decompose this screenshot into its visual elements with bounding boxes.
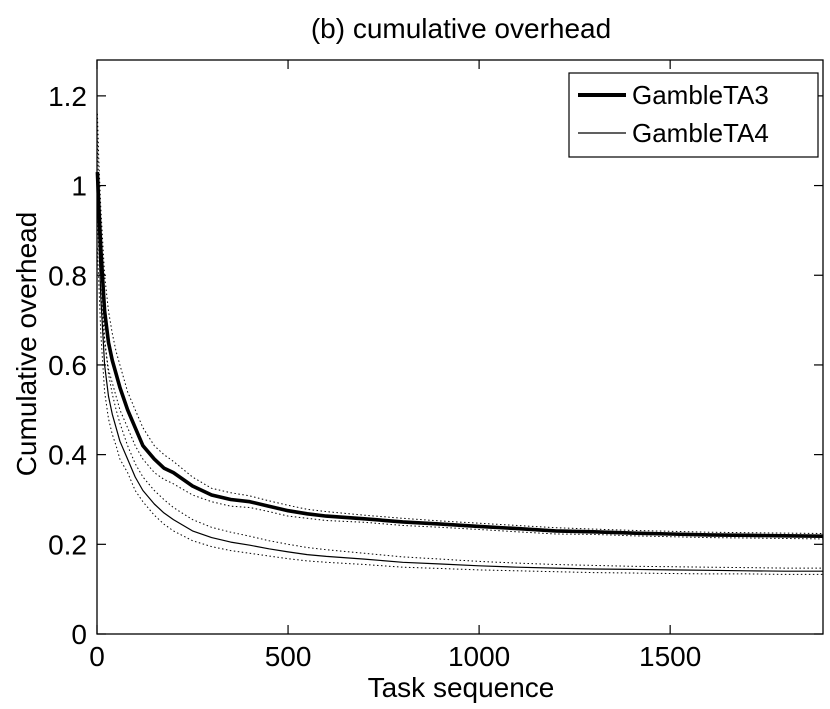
series-gambleta4-band-lower (96, 248, 823, 575)
legend-label-gambleta4: GambleTA4 (632, 118, 769, 148)
series-line-gambleta4 (96, 194, 823, 572)
legend-box (568, 72, 819, 158)
series-gambleta4-band-upper (96, 140, 823, 569)
chart-title: (b) cumulative overhead (311, 13, 611, 44)
y-tick-label: 0.2 (48, 529, 87, 560)
x-tick-label: 1500 (639, 641, 701, 672)
x-tick-label: 1000 (448, 641, 510, 672)
y-tick-label: 1.2 (48, 81, 87, 112)
legend-label-gambleta3: GambleTA3 (632, 80, 769, 110)
y-axis-title: Cumulative overhead (11, 212, 42, 477)
y-tick-label: 0.4 (48, 440, 87, 471)
axis-ticks (96, 60, 823, 635)
x-tick-label: 0 (89, 641, 105, 672)
x-tick-label: 500 (265, 641, 312, 672)
axis-tick-labels: 0 500 1000 1500 0 0.2 0.4 0.6 0.8 1 1.2 (48, 81, 701, 672)
y-tick-label: 1 (71, 171, 87, 202)
series-gambleta3-band-upper (96, 113, 824, 534)
series-line-gambleta3 (95, 172, 824, 538)
series-gambleta3-band-lower (96, 221, 824, 540)
y-tick-label: 0.6 (48, 350, 87, 381)
series-lines (95, 172, 824, 572)
plot-frame (96, 59, 824, 635)
confidence-bands (96, 113, 824, 575)
legend: GambleTA3 GambleTA4 (568, 72, 819, 158)
y-tick-label: 0 (71, 619, 87, 650)
y-tick-label: 0.8 (48, 260, 87, 291)
x-axis-title: Task sequence (368, 672, 555, 703)
